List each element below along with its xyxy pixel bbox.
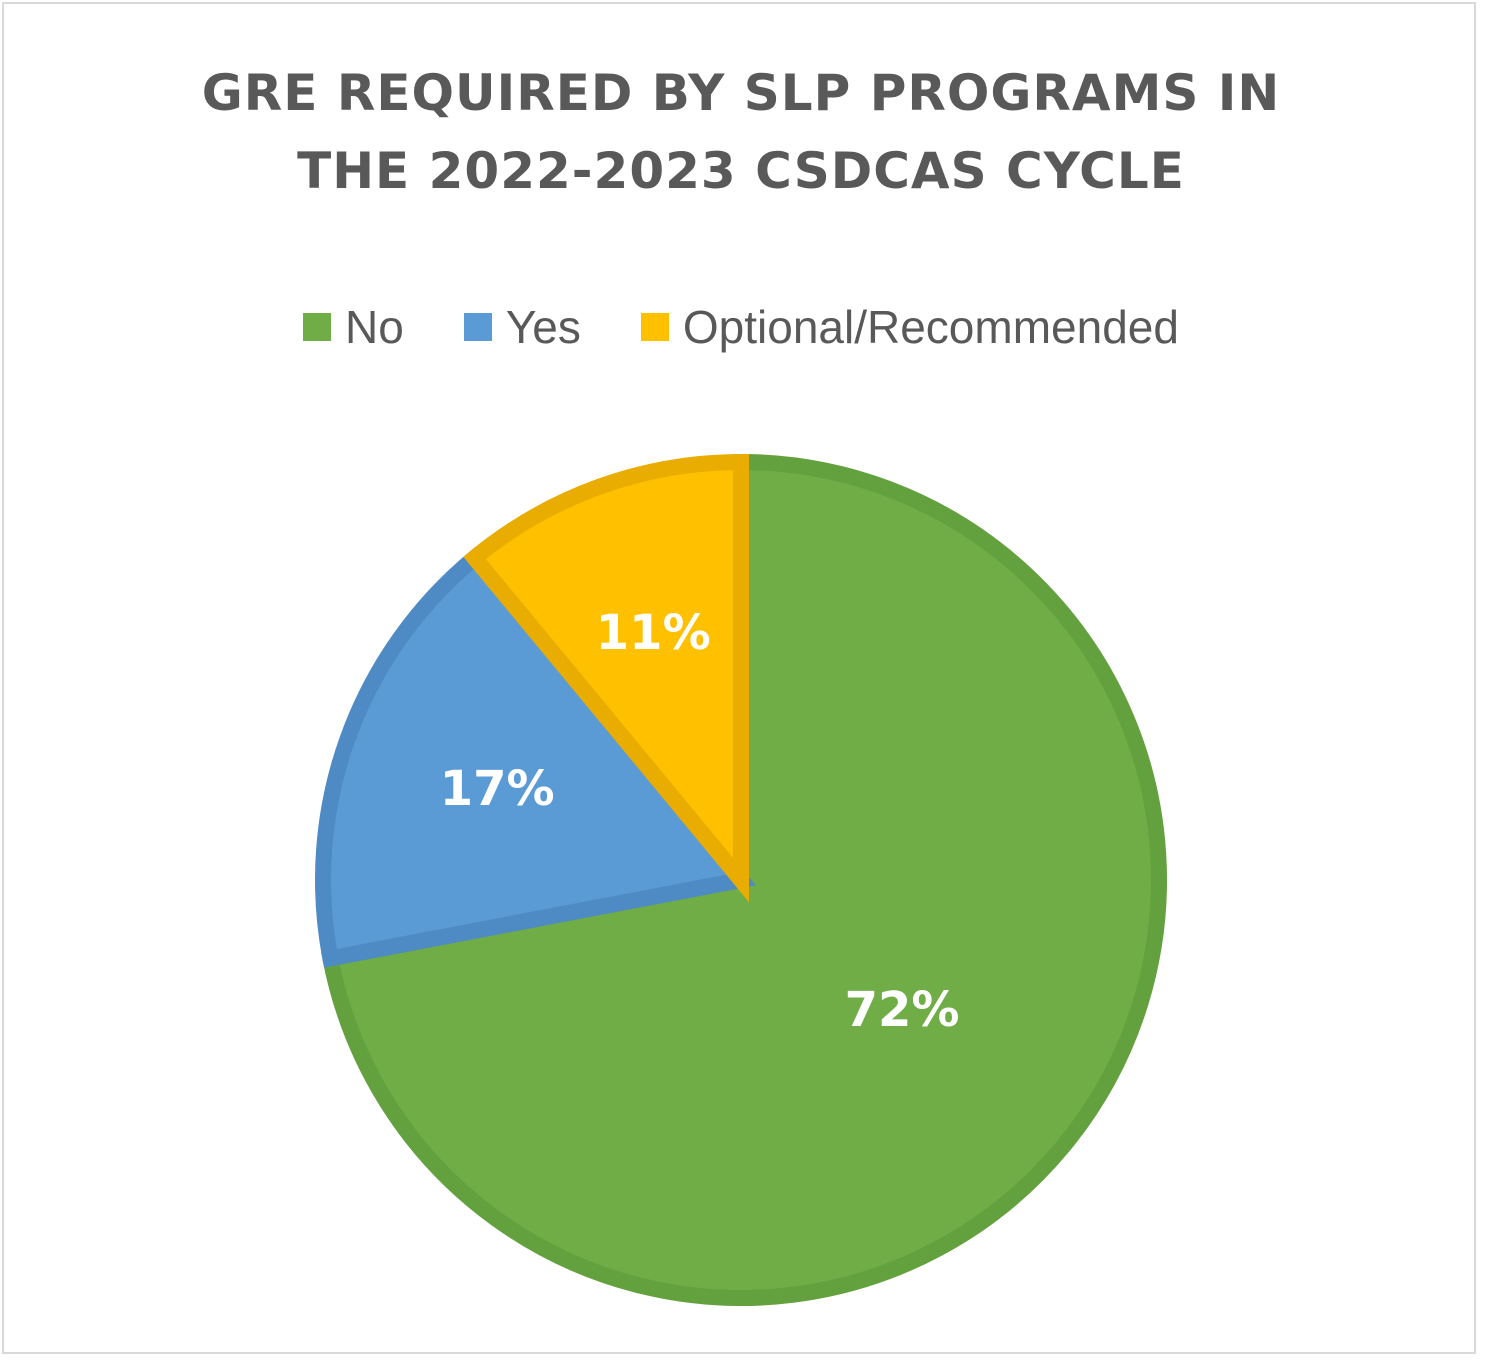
pie-slice-optional: [463, 453, 749, 903]
legend-swatch-optional: [640, 313, 669, 341]
legend-swatch-no: [303, 313, 332, 341]
legend-label-yes: Yes: [505, 301, 581, 353]
legend-item-optional: Optional/Recommended: [640, 300, 1179, 354]
chart-title-line-1: GRE REQUIRED BY SLP PROGRAMS IN: [201, 64, 1281, 122]
chart-title-line-2: THE 2022-2023 CSDCAS CYCLE: [297, 142, 1185, 200]
pie-slices: [315, 453, 1167, 1306]
legend-label-optional: Optional/Recommended: [682, 301, 1179, 353]
legend-item-yes: Yes: [463, 300, 581, 354]
data-label-no: 72%: [845, 982, 960, 1038]
data-label-yes: 17%: [440, 761, 555, 817]
pie-data-labels: 72% 17% 11%: [440, 605, 960, 1038]
pie-slice-yes: [315, 546, 756, 968]
pie-chart: 72% 17% 11%: [315, 453, 1167, 1306]
legend-swatch-yes: [463, 313, 492, 341]
legend: No Yes Optional/Recommended: [4, 300, 1478, 354]
legend-item-no: No: [303, 300, 404, 354]
chart-title: GRE REQUIRED BY SLP PROGRAMS IN THE 2022…: [4, 54, 1478, 210]
data-label-optional: 11%: [596, 605, 711, 661]
legend-label-no: No: [345, 301, 404, 353]
